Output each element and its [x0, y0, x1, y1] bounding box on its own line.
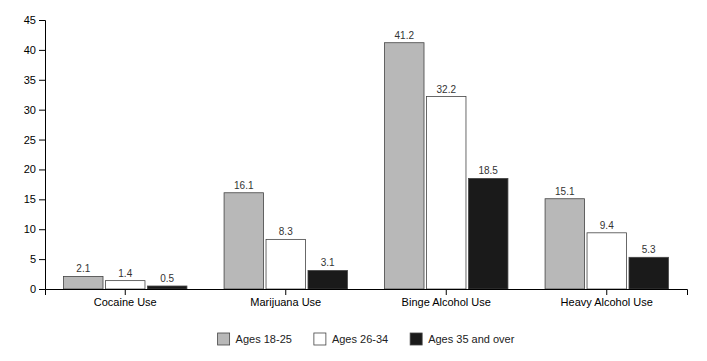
- tick: 0: [30, 283, 45, 295]
- data-label: 8.3: [279, 226, 293, 237]
- tick: 20: [24, 163, 45, 175]
- tick: 35: [24, 74, 45, 86]
- legend-label: Ages 26-34: [332, 333, 388, 345]
- tick-label: 15: [24, 193, 36, 205]
- legend: Ages 18-25 Ages 26-34 Ages 35 and over: [218, 333, 515, 345]
- chart: 0 5 10 15 20 25 30 35 40 45 Cocaine Use Marijuana U…: [0, 0, 707, 361]
- bar: [629, 257, 668, 289]
- data-label: 16.1: [234, 180, 254, 191]
- bar: [545, 199, 584, 289]
- tick-label: 25: [24, 134, 36, 146]
- bar: [266, 239, 305, 289]
- axis-line: [39, 21, 46, 290]
- tick-label: Marijuana Use: [250, 296, 321, 308]
- axis-line: [46, 290, 688, 296]
- data-label: 5.3: [642, 244, 656, 255]
- tick-mark: [39, 140, 45, 141]
- data-label: 1.4: [118, 268, 132, 279]
- tick-label: Binge Alcohol Use: [402, 296, 491, 308]
- data-label: 3.1: [321, 257, 335, 268]
- tick-label: 10: [24, 223, 36, 235]
- tick-label: Heavy Alcohol Use: [561, 296, 653, 308]
- data-label: 9.4: [600, 220, 614, 231]
- bar: [427, 97, 466, 289]
- tick: Binge Alcohol Use: [402, 289, 491, 308]
- tick-mark: [39, 50, 45, 51]
- tick: Heavy Alcohol Use: [561, 289, 653, 308]
- bars: [64, 43, 669, 289]
- bar: [64, 276, 103, 289]
- tick: Cocaine Use: [94, 289, 157, 308]
- tick-label: 0: [30, 283, 36, 295]
- y-axis: 0 5 10 15 20 25 30 35 40 45: [24, 14, 46, 295]
- bar: [147, 286, 186, 289]
- bar: [468, 178, 507, 289]
- tick-mark: [39, 110, 45, 111]
- tick-mark: [39, 229, 45, 230]
- tick-mark: [606, 289, 607, 295]
- bar: [224, 193, 263, 289]
- tick-mark: [446, 289, 447, 295]
- bar: [385, 43, 424, 289]
- tick: 15: [24, 193, 45, 205]
- plot: 0 5 10 15 20 25 30 35 40 45 Cocaine Use Marijuana U…: [24, 14, 688, 308]
- legend-swatch: [218, 333, 230, 345]
- data-label: 2.1: [76, 263, 90, 274]
- tick-label: Cocaine Use: [94, 296, 157, 308]
- tick-mark: [39, 259, 45, 260]
- legend-swatch: [314, 333, 326, 345]
- tick: 5: [30, 253, 45, 265]
- legend-label: Ages 18-25: [236, 333, 292, 345]
- tick-mark: [39, 80, 45, 81]
- tick-mark: [39, 20, 45, 21]
- tick-label: 20: [24, 163, 36, 175]
- legend-item: Ages 18-25: [218, 333, 292, 345]
- bar: [587, 233, 626, 289]
- tick-label: 35: [24, 74, 36, 86]
- legend-swatch: [410, 333, 422, 345]
- tick: 30: [24, 104, 45, 116]
- data-label: 15.1: [555, 186, 575, 197]
- data-label: 41.2: [395, 30, 415, 41]
- tick: 45: [24, 14, 45, 26]
- legend-item: Ages 26-34: [314, 333, 388, 345]
- tick-mark: [39, 199, 45, 200]
- data-label: 18.5: [478, 165, 498, 176]
- tick-label: 45: [24, 14, 36, 26]
- tick: 25: [24, 134, 45, 146]
- bar: [308, 270, 347, 289]
- tick: 40: [24, 44, 45, 56]
- tick-label: 30: [24, 104, 36, 116]
- bar: [106, 281, 145, 289]
- tick-mark: [39, 289, 45, 290]
- tick-mark: [125, 289, 126, 295]
- legend-label: Ages 35 and over: [428, 333, 515, 345]
- legend-item: Ages 35 and over: [410, 333, 515, 345]
- data-labels: 2.1 16.1 41.2 15.1 1.4 8.3 32.2 9.4 0.5 3.1 18.5 5.…: [76, 30, 656, 284]
- tick: Marijuana Use: [250, 289, 321, 308]
- tick-mark: [285, 289, 286, 295]
- tick-label: 40: [24, 44, 36, 56]
- tick-label: 5: [30, 253, 36, 265]
- x-axis: Cocaine Use Marijuana Use Binge Alcohol Us…: [46, 289, 688, 308]
- tick: 10: [24, 223, 45, 235]
- data-label: 32.2: [437, 84, 457, 95]
- tick-mark: [39, 169, 45, 170]
- data-label: 0.5: [160, 273, 174, 284]
